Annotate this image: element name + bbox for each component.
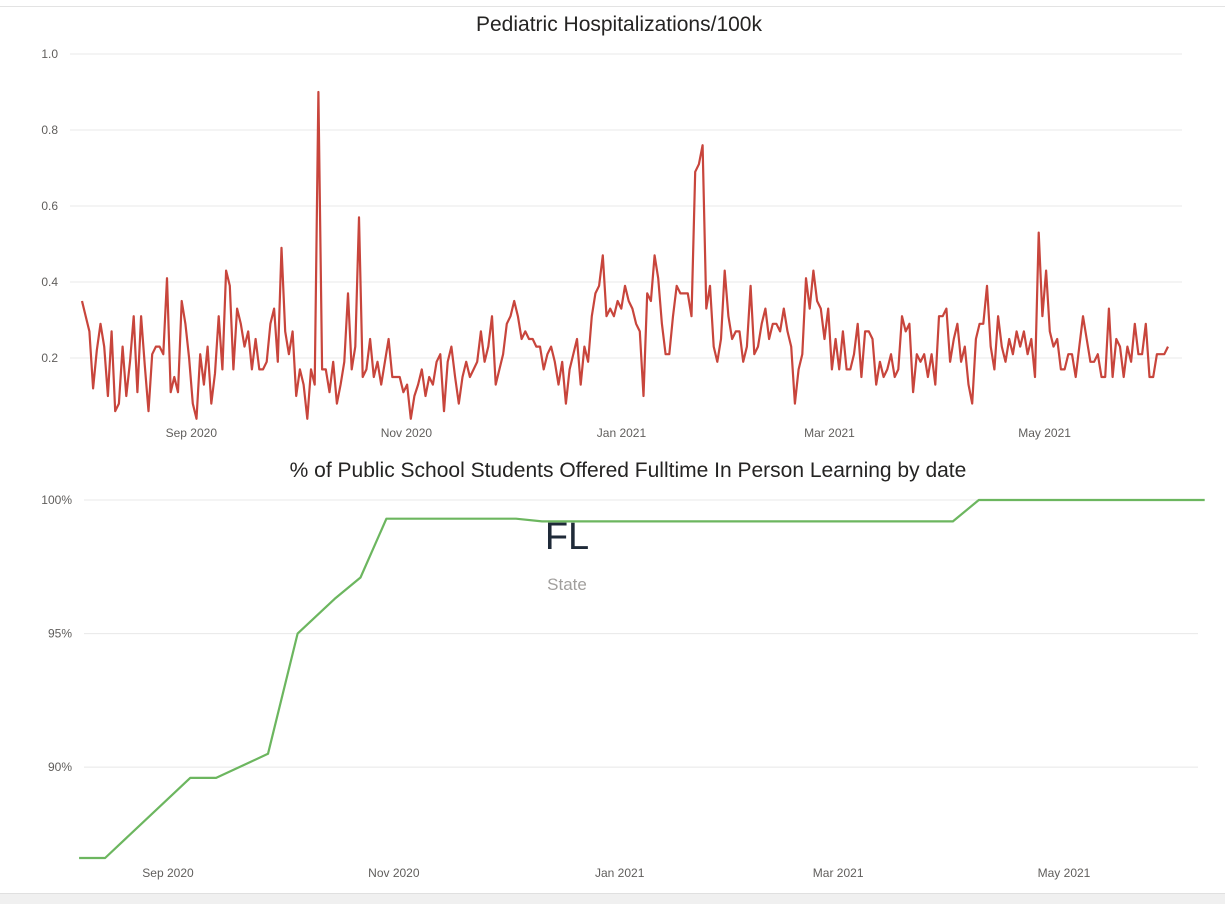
x-tick-label: Jan 2021 xyxy=(595,866,645,880)
series-line xyxy=(79,498,1205,860)
top-divider xyxy=(0,6,1225,7)
y-tick-label: 90% xyxy=(48,760,72,774)
x-tick-label: May 2021 xyxy=(1018,426,1071,440)
y-tick-label: 1.0 xyxy=(41,47,58,61)
state-card-value: FL xyxy=(544,516,590,558)
x-tick-label: Jan 2021 xyxy=(597,426,647,440)
hospitalizations-chart: Pediatric Hospitalizations/100k 0.2 0.4 0.6… xyxy=(41,13,1182,440)
state-card-label: State xyxy=(547,575,587,594)
x-tick-label: Mar 2021 xyxy=(813,866,864,880)
x-tick-label: May 2021 xyxy=(1038,866,1091,880)
bottom-scroll-bar[interactable] xyxy=(0,893,1225,904)
series-line xyxy=(80,90,1169,420)
x-tick-label: Nov 2020 xyxy=(381,426,433,440)
x-tick-label: Sep 2020 xyxy=(166,426,218,440)
y-tick-label: 95% xyxy=(48,627,72,641)
x-tick-label: Sep 2020 xyxy=(142,866,194,880)
y-tick-label: 0.6 xyxy=(41,199,58,213)
x-tick-label: Mar 2021 xyxy=(804,426,855,440)
chart-title: Pediatric Hospitalizations/100k xyxy=(476,13,762,36)
x-tick-label: Nov 2020 xyxy=(368,866,420,880)
in-person-learning-chart: % of Public School Students Offered Full… xyxy=(41,459,1205,880)
y-tick-label: 0.2 xyxy=(41,351,58,365)
y-tick-label: 0.4 xyxy=(41,275,58,289)
y-tick-label: 0.8 xyxy=(41,123,58,137)
chart-title: % of Public School Students Offered Full… xyxy=(290,459,967,482)
y-tick-label: 100% xyxy=(41,493,72,507)
